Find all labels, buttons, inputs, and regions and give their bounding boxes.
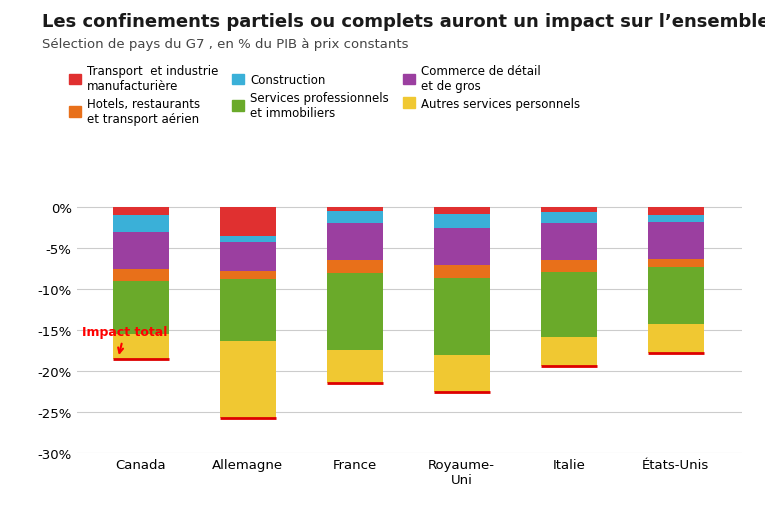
Text: Impact total: Impact total [82, 326, 168, 353]
Bar [220, 341, 275, 419]
Bar [220, 243, 275, 271]
Bar [648, 208, 704, 216]
Bar [113, 281, 168, 334]
Bar [648, 259, 704, 267]
Bar [434, 356, 490, 392]
Bar [113, 216, 168, 232]
Bar [220, 271, 275, 279]
Bar [434, 278, 490, 356]
Bar [220, 236, 275, 243]
Bar [648, 325, 704, 353]
Bar [327, 208, 382, 212]
Legend: Transport  et industrie
manufacturière, Hotels, restaurants
et transport aérien,: Transport et industrie manufacturière, H… [69, 65, 580, 125]
Text: Sélection de pays du G7 , en % du PIB à prix constants: Sélection de pays du G7 , en % du PIB à … [42, 38, 409, 51]
Bar [434, 214, 490, 229]
Bar [327, 224, 382, 261]
Bar [648, 216, 704, 222]
Bar [327, 261, 382, 273]
Bar [541, 223, 597, 260]
Bar [327, 351, 382, 383]
Bar [648, 267, 704, 325]
Bar [648, 222, 704, 259]
Bar [327, 273, 382, 351]
Bar [541, 208, 597, 213]
Bar [541, 337, 597, 366]
Bar [113, 334, 168, 359]
Bar [220, 279, 275, 341]
Bar [113, 208, 168, 216]
Bar [541, 272, 597, 337]
Bar [327, 212, 382, 224]
Bar [541, 213, 597, 223]
Bar [113, 232, 168, 269]
Bar [434, 208, 490, 214]
Bar [113, 269, 168, 281]
Bar [434, 266, 490, 278]
Bar [541, 260, 597, 272]
Bar [220, 208, 275, 236]
Bar [434, 229, 490, 266]
Text: Les confinements partiels ou complets auront un impact sur l’ensemble de l’écono: Les confinements partiels ou complets au… [42, 13, 765, 31]
